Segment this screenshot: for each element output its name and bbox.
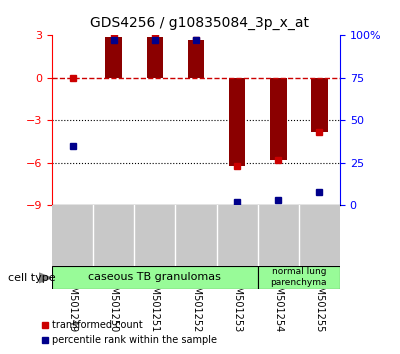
Text: cell type: cell type	[8, 273, 56, 283]
Polygon shape	[39, 273, 51, 283]
Text: caseous TB granulomas: caseous TB granulomas	[88, 272, 221, 282]
Text: GDS4256 / g10835084_3p_x_at: GDS4256 / g10835084_3p_x_at	[90, 16, 310, 30]
Bar	[229, 78, 245, 166]
Legend: transformed count, percentile rank within the sample: transformed count, percentile rank withi…	[37, 316, 221, 349]
Text: normal lung
parenchyma: normal lung parenchyma	[271, 267, 327, 287]
Bar	[311, 78, 328, 132]
Bar	[188, 40, 204, 78]
Bar	[258, 266, 340, 289]
Bar	[52, 266, 258, 289]
Bar	[147, 37, 163, 78]
Bar	[270, 78, 286, 160]
Bar	[106, 37, 122, 78]
